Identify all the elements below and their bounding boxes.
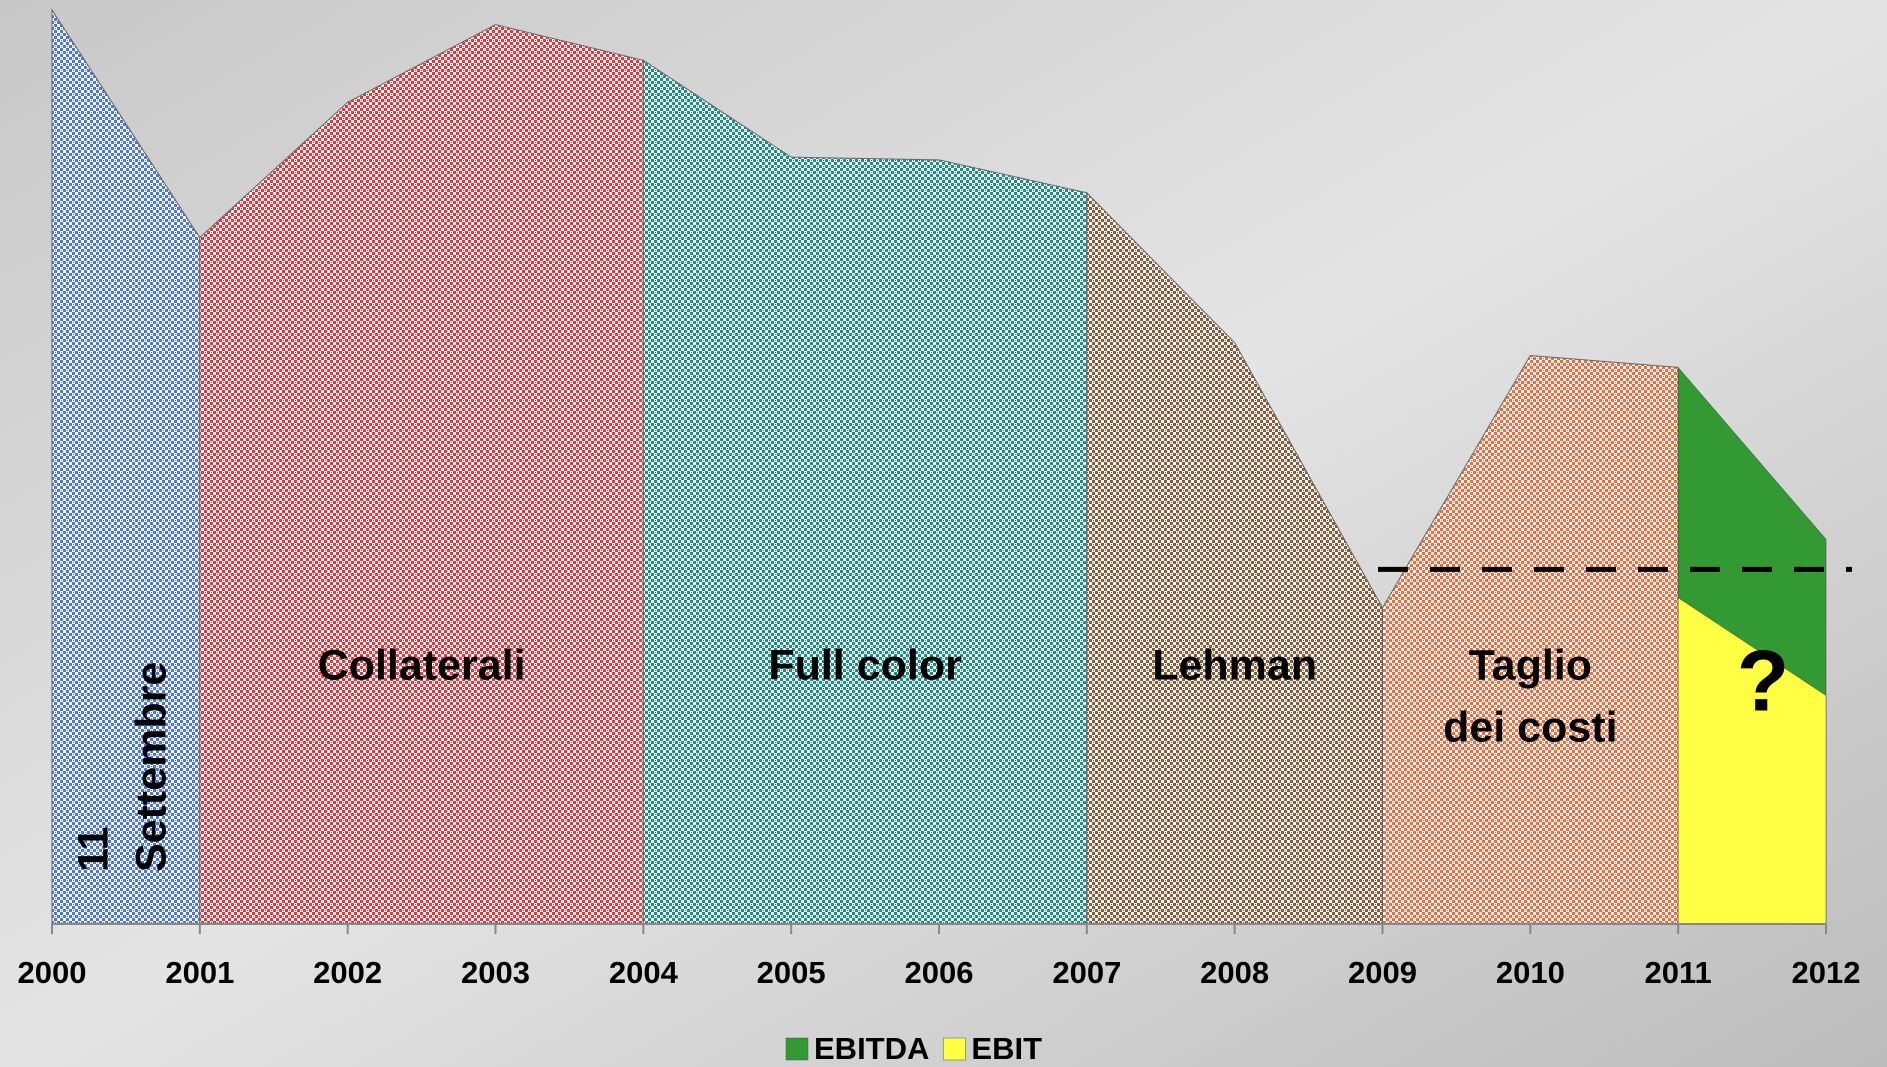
x-tick-label: 2012 <box>1792 955 1861 990</box>
x-tick-label: 2011 <box>1645 955 1712 990</box>
chart: 11Settembre Collaterali Full color Lehman Ta… <box>0 0 1887 1067</box>
x-tick-label: 2010 <box>1496 955 1565 990</box>
period-label: Taglio <box>1469 641 1592 689</box>
x-tick-label: 2004 <box>609 955 679 990</box>
legend-label: EBITDA <box>814 1031 929 1066</box>
period-label: dei costi <box>1443 703 1617 751</box>
period-label: Settembre <box>127 662 175 872</box>
x-tick-label: 2005 <box>757 955 826 990</box>
x-tick-label: 2008 <box>1200 955 1269 990</box>
legend-swatch <box>786 1038 808 1060</box>
annotation: ? <box>1737 634 1790 730</box>
period-label: Lehman <box>1152 641 1317 689</box>
x-tick-label: 2009 <box>1348 955 1417 990</box>
period-label: 11 <box>69 827 117 872</box>
x-tick-label: 2002 <box>313 955 382 990</box>
x-tick-label: 2003 <box>461 955 530 990</box>
legend-label: EBIT <box>971 1031 1042 1066</box>
x-tick-label: 2001 <box>165 955 234 990</box>
period-label: Full color <box>768 641 962 689</box>
x-tick-label: 2007 <box>1052 955 1121 990</box>
area-segment <box>643 60 1087 924</box>
x-tick-label: 2006 <box>905 955 974 990</box>
x-tick-label: 2000 <box>18 955 87 990</box>
legend-swatch <box>943 1038 965 1060</box>
period-label: Collaterali <box>318 641 526 689</box>
